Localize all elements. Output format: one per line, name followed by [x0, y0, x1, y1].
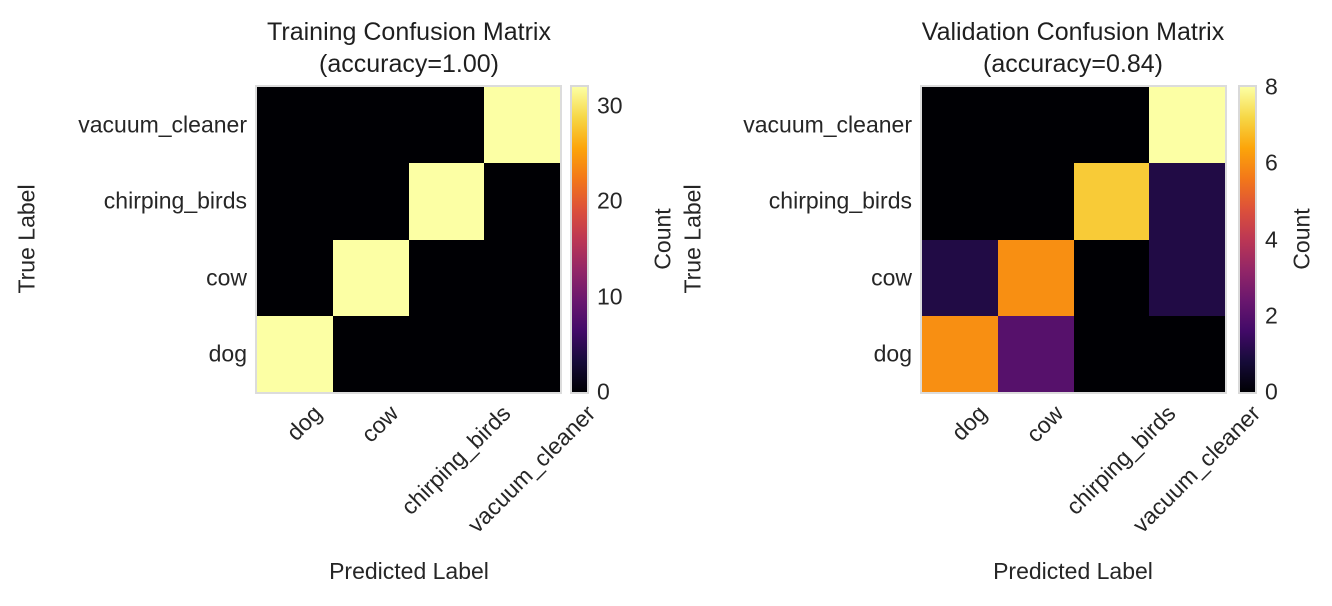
validation-heatmap-cell-chirping_birds-dog — [922, 163, 998, 240]
validation-heatmap-cell-cow-cow — [997, 239, 1074, 316]
training-ytick-cow: cow — [206, 264, 247, 291]
validation-colorbar-tick-8: 8 — [1265, 73, 1278, 100]
training-ytick-vacuum_cleaner: vacuum_cleaner — [78, 111, 247, 138]
training-ytick-dog: dog — [208, 340, 247, 367]
validation-heatmap-cell-dog-vacuum_cleaner — [1149, 315, 1225, 392]
validation-ylabel: True Label — [679, 184, 706, 294]
validation-colorbar-tick-2: 2 — [1265, 302, 1278, 329]
training-heatmap-cell-chirping_birds-vacuum_cleaner — [484, 163, 560, 240]
validation-xtick-dog: dog — [946, 400, 992, 446]
validation-heatmap-cell-dog-dog — [922, 315, 998, 392]
validation-heatmap-cell-chirping_birds-vacuum_cleaner — [1149, 163, 1225, 240]
training-ylabel: True Label — [13, 184, 40, 294]
validation-heatmap-cell-vacuum_cleaner-dog — [922, 87, 998, 164]
training-heatmap-cell-cow-dog — [257, 239, 333, 316]
training-title-line2: (accuracy=1.00) — [319, 50, 499, 78]
training-heatmap-cell-vacuum_cleaner-vacuum_cleaner — [484, 87, 560, 164]
training-heatmap-cell-dog-dog — [257, 315, 333, 392]
training-xtick-dog: dog — [281, 400, 327, 446]
training-heatmap-cell-vacuum_cleaner-chirping_birds — [408, 87, 485, 164]
training-heatmap-cell-dog-cow — [332, 315, 409, 392]
training-heatmap-cell-vacuum_cleaner-cow — [332, 87, 409, 164]
validation-heatmap-cell-chirping_birds-cow — [997, 163, 1074, 240]
training-heatmap-cell-vacuum_cleaner-dog — [257, 87, 333, 164]
training-colorbar-tick-30: 30 — [597, 92, 623, 119]
validation-ytick-vacuum_cleaner: vacuum_cleaner — [743, 111, 912, 138]
training-colorbar-tick-0: 0 — [597, 378, 610, 405]
training-plot-title: Training Confusion Matrix (accuracy=1.00… — [267, 16, 551, 80]
validation-colorbar-tick-6: 6 — [1265, 149, 1278, 176]
validation-xtick-cow: cow — [1021, 400, 1069, 448]
validation-colorbar-label: Count — [1288, 208, 1315, 270]
training-xlabel: Predicted Label — [329, 558, 489, 584]
validation-heatmap-cell-vacuum_cleaner-vacuum_cleaner — [1149, 87, 1225, 164]
validation-heatmap — [920, 85, 1227, 394]
training-heatmap-cell-chirping_birds-dog — [257, 163, 333, 240]
validation-heatmap-cell-dog-cow — [997, 315, 1074, 392]
validation-plot-title: Validation Confusion Matrix (accuracy=0.… — [922, 16, 1224, 80]
validation-heatmap-cell-cow-vacuum_cleaner — [1149, 239, 1225, 316]
training-heatmap-cell-dog-chirping_birds — [408, 315, 485, 392]
training-xtick-cow: cow — [356, 400, 404, 448]
training-heatmap — [255, 85, 562, 394]
training-heatmap-cell-dog-vacuum_cleaner — [484, 315, 560, 392]
training-ytick-chirping_birds: chirping_birds — [103, 187, 247, 214]
validation-colorbar-tick-0: 0 — [1265, 378, 1278, 405]
training-colorbar-tick-10: 10 — [597, 283, 623, 310]
training-heatmap-cell-chirping_birds-chirping_birds — [408, 163, 485, 240]
validation-colorbar — [1238, 85, 1257, 394]
training-heatmap-cell-cow-cow — [332, 239, 409, 316]
validation-heatmap-cell-vacuum_cleaner-chirping_birds — [1073, 87, 1150, 164]
training-heatmap-cell-chirping_birds-cow — [332, 163, 409, 240]
validation-title-line2: (accuracy=0.84) — [983, 50, 1163, 78]
validation-heatmap-cell-cow-chirping_birds — [1073, 239, 1150, 316]
validation-colorbar-tick-4: 4 — [1265, 226, 1278, 252]
training-title-line1: Training Confusion Matrix — [267, 18, 551, 46]
validation-heatmap-cell-dog-chirping_birds — [1073, 315, 1150, 392]
validation-xlabel: Predicted Label — [993, 558, 1153, 584]
validation-ytick-dog: dog — [873, 340, 912, 367]
training-colorbar-label: Count — [649, 208, 676, 270]
validation-heatmap-cell-chirping_birds-chirping_birds — [1073, 163, 1150, 240]
validation-ytick-cow: cow — [871, 264, 912, 291]
training-colorbar — [570, 85, 589, 394]
training-heatmap-cell-cow-chirping_birds — [408, 239, 485, 316]
validation-heatmap-cell-cow-dog — [922, 239, 998, 316]
validation-ytick-chirping_birds: chirping_birds — [768, 187, 912, 214]
validation-title-line1: Validation Confusion Matrix — [921, 18, 1225, 46]
validation-heatmap-cell-vacuum_cleaner-cow — [997, 87, 1074, 164]
training-heatmap-cell-cow-vacuum_cleaner — [484, 239, 560, 316]
training-colorbar-tick-20: 20 — [597, 187, 623, 214]
